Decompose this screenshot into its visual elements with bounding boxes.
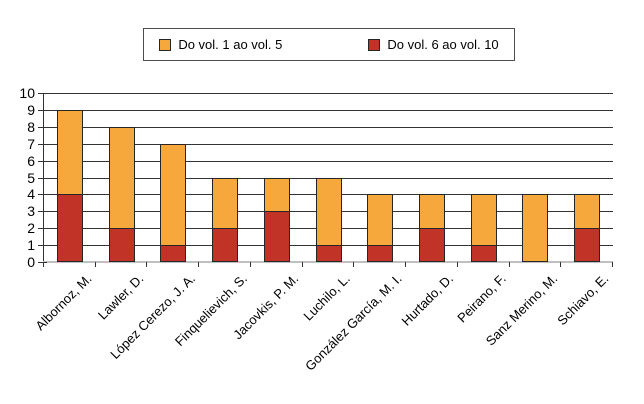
x-axis-tick bbox=[612, 262, 613, 267]
x-axis-tick bbox=[43, 262, 44, 267]
gridline bbox=[44, 160, 613, 162]
y-axis-tick bbox=[38, 109, 47, 111]
y-axis-tick bbox=[38, 194, 47, 196]
bar-segment-vol1-5 bbox=[264, 177, 290, 213]
bar-segment-vol1-5 bbox=[522, 194, 548, 262]
y-axis-tick bbox=[38, 245, 47, 247]
bar-segment-vol1-5 bbox=[471, 194, 497, 247]
y-axis-tick-label: 8 bbox=[27, 118, 35, 135]
x-axis-label: Schiavo, E. bbox=[554, 271, 612, 329]
x-axis-tick bbox=[301, 262, 303, 267]
y-axis-tick bbox=[38, 211, 47, 213]
bar-segment-vol6-10 bbox=[316, 245, 342, 262]
x-axis-label: González García, M. I. bbox=[302, 271, 405, 374]
bar-segment-vol6-10 bbox=[574, 228, 600, 262]
legend-label-vol1-5: Do vol. 1 ao vol. 5 bbox=[178, 37, 283, 52]
bar-segment-vol6-10 bbox=[109, 228, 135, 262]
y-axis-tick bbox=[38, 143, 47, 145]
y-axis-tick bbox=[38, 126, 47, 128]
bar-segment-vol6-10 bbox=[212, 228, 238, 262]
legend-item-vol1-5: Do vol. 1 ao vol. 5 bbox=[159, 37, 282, 52]
y-axis-tick-label: 4 bbox=[27, 186, 35, 203]
bar-segment-vol6-10 bbox=[57, 194, 83, 262]
bar-segment-vol1-5 bbox=[419, 194, 445, 230]
x-axis-tick bbox=[456, 262, 458, 267]
bar-segment-vol1-5 bbox=[109, 126, 135, 230]
x-axis-label: Albornoz, M. bbox=[32, 271, 95, 334]
y-axis-tick-label: 2 bbox=[27, 220, 35, 237]
y-axis-tick-label: 9 bbox=[27, 101, 35, 118]
y-axis-tick bbox=[38, 177, 47, 179]
y-axis-tick-label: 3 bbox=[27, 203, 35, 220]
bar-segment-vol6-10 bbox=[419, 228, 445, 262]
plot-area bbox=[43, 93, 613, 263]
bar-segment-vol6-10 bbox=[160, 245, 186, 262]
bar-segment-vol1-5 bbox=[160, 143, 186, 247]
x-axis-label: Lawler, D. bbox=[94, 271, 147, 323]
legend-label-vol6-10: Do vol. 6 ao vol. 10 bbox=[387, 37, 499, 52]
x-axis-tick bbox=[405, 262, 407, 267]
gridline bbox=[44, 143, 613, 145]
gridline bbox=[44, 126, 613, 128]
x-axis-label: Hurtado, D. bbox=[398, 271, 457, 329]
legend-swatch-vol1-5-icon bbox=[159, 38, 172, 51]
x-axis-label: Peirano, F. bbox=[453, 271, 509, 326]
bar-segment-vol6-10 bbox=[264, 211, 290, 262]
bar-segment-vol6-10 bbox=[471, 245, 497, 262]
y-axis-tick bbox=[38, 228, 47, 230]
y-axis-tick-label: 5 bbox=[27, 169, 35, 186]
y-axis-tick bbox=[38, 93, 47, 94]
y-axis-tick-label: 0 bbox=[27, 254, 35, 270]
y-axis-tick bbox=[38, 160, 47, 162]
chart-legend: Do vol. 1 ao vol. 5 Do vol. 6 ao vol. 10 bbox=[143, 28, 515, 61]
x-axis-tick bbox=[353, 262, 355, 267]
y-axis-tick-label: 10 bbox=[19, 85, 35, 101]
bar-segment-vol6-10 bbox=[367, 245, 393, 262]
x-axis-label: Luchilo, L. bbox=[300, 271, 354, 324]
x-axis-tick bbox=[508, 262, 510, 267]
y-axis-tick-label: 6 bbox=[27, 152, 35, 169]
bar-segment-vol1-5 bbox=[212, 177, 238, 230]
legend-item-vol6-10: Do vol. 6 ao vol. 10 bbox=[368, 37, 499, 52]
gridline bbox=[44, 109, 613, 111]
legend-swatch-vol6-10-icon bbox=[368, 38, 381, 51]
x-axis-tick bbox=[146, 262, 148, 267]
bar-segment-vol1-5 bbox=[57, 109, 83, 196]
x-axis-tick bbox=[249, 262, 251, 267]
y-axis-tick bbox=[38, 262, 47, 263]
x-axis-tick bbox=[198, 262, 200, 267]
bar-segment-vol1-5 bbox=[316, 177, 342, 247]
bar-segment-vol1-5 bbox=[367, 194, 393, 247]
y-axis-tick-label: 7 bbox=[27, 135, 35, 152]
x-axis-tick bbox=[560, 262, 562, 267]
y-axis-tick-label: 1 bbox=[27, 237, 35, 254]
x-axis-tick bbox=[94, 262, 96, 267]
bar-segment-vol1-5 bbox=[574, 194, 600, 230]
x-axis-line bbox=[43, 261, 613, 263]
gridline bbox=[44, 93, 613, 94]
